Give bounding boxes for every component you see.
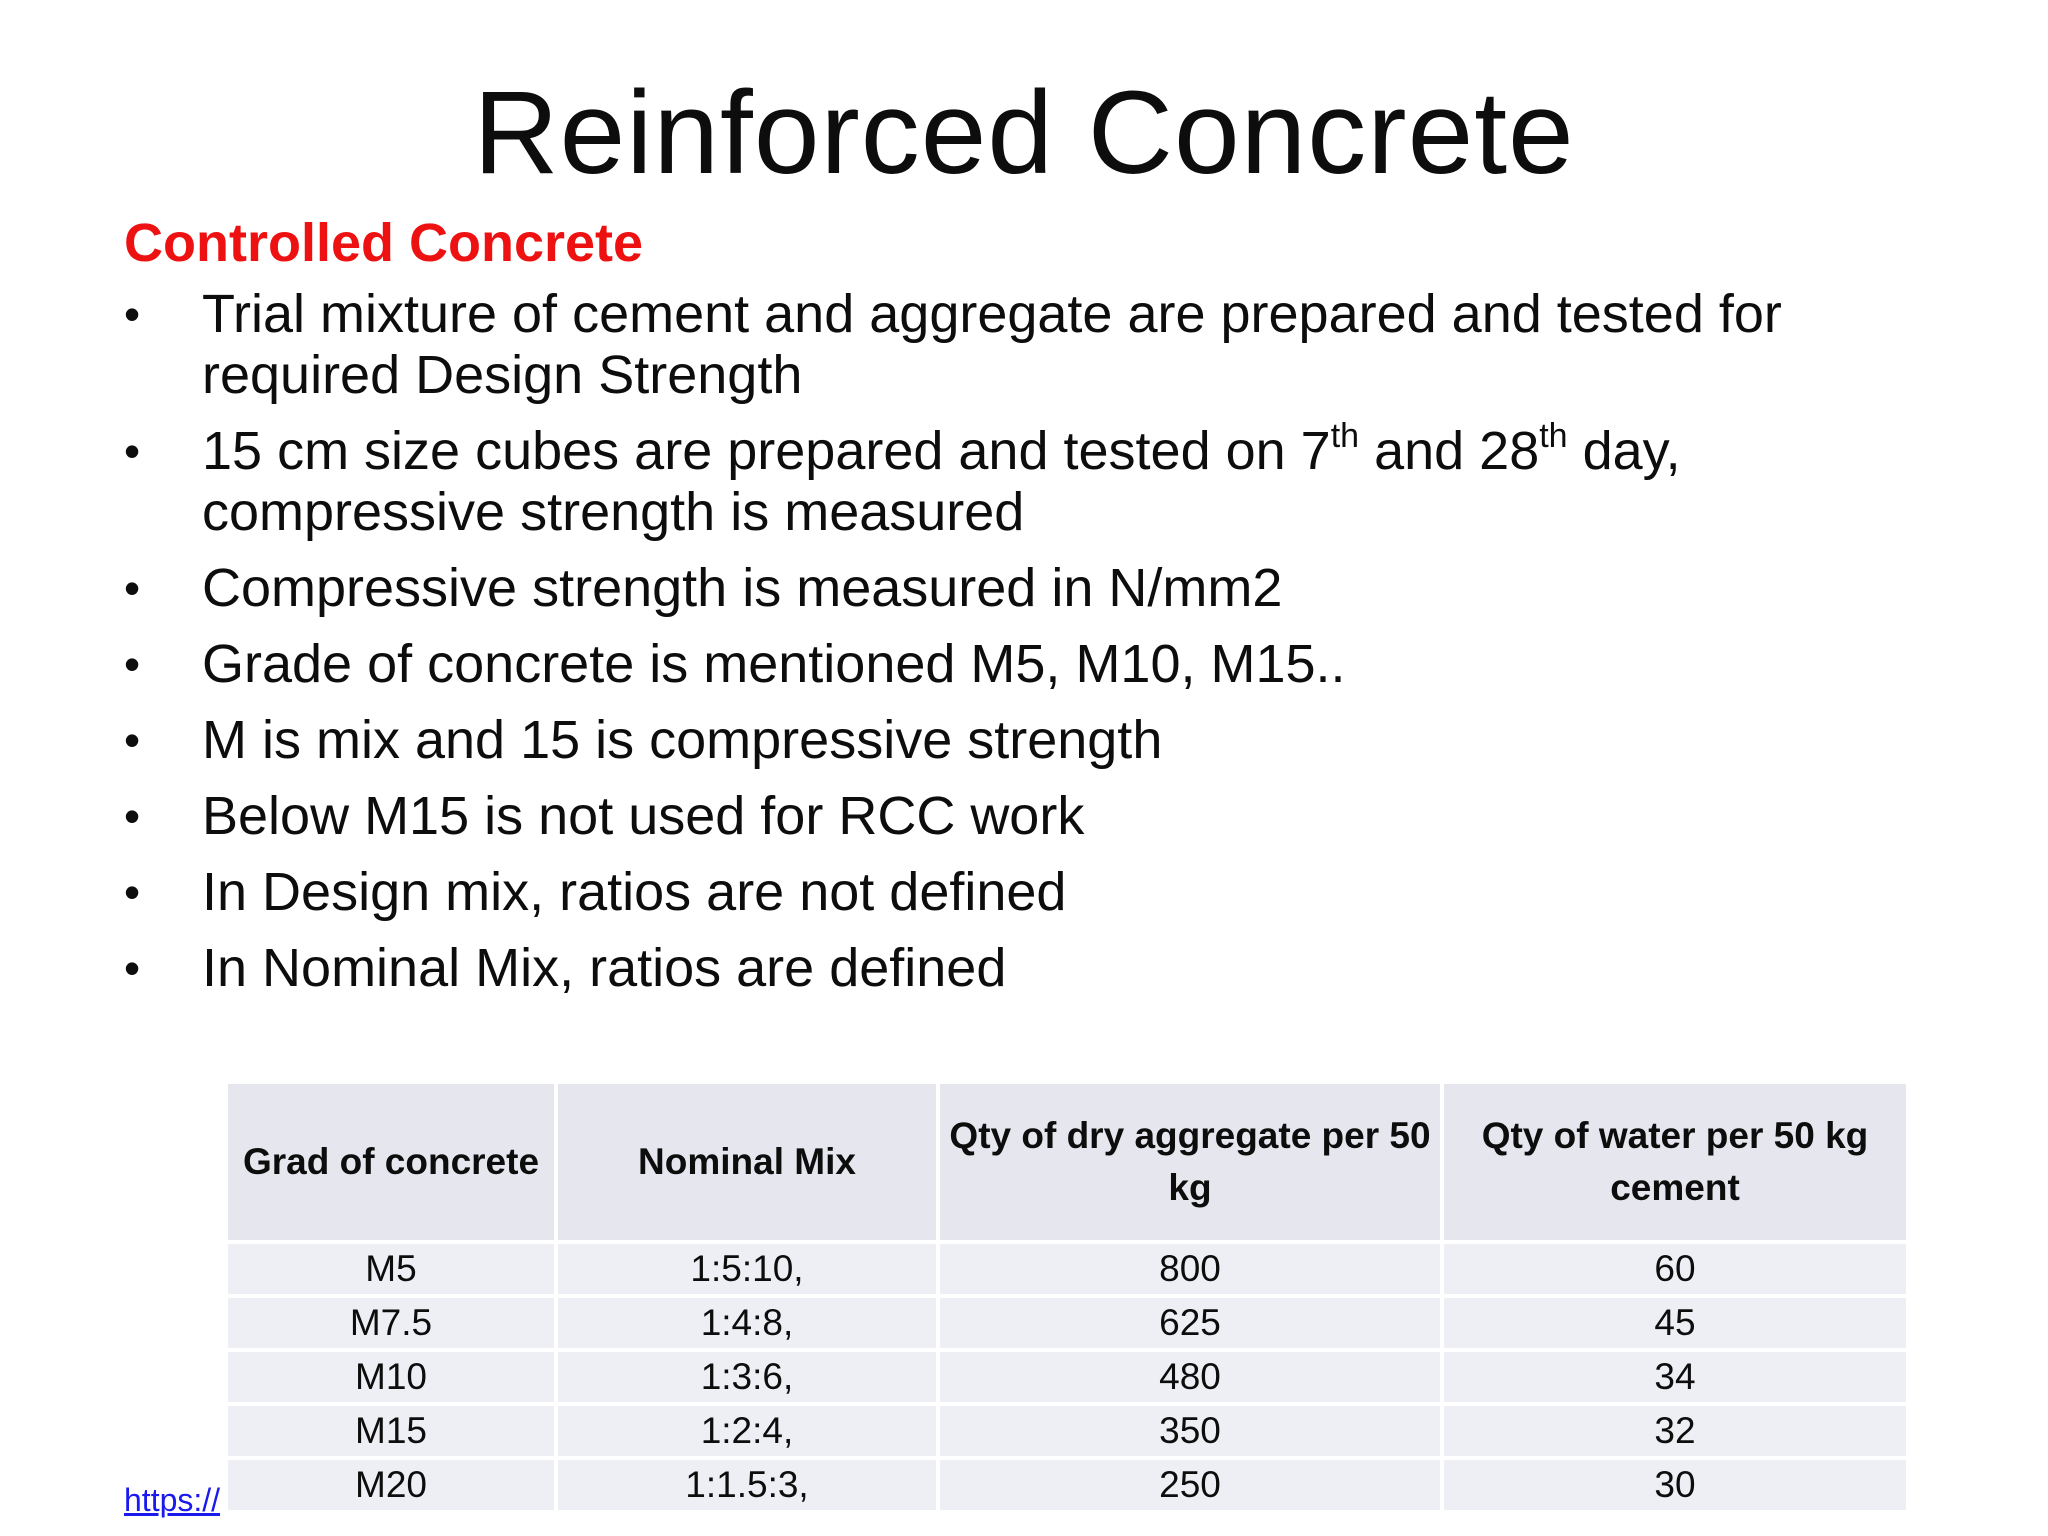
table-cell: 1:5:10,	[554, 1240, 940, 1298]
bullet-item: • In Design mix, ratios are not defined	[124, 862, 1067, 922]
table-cell: 350	[936, 1402, 1444, 1460]
table-cell: 34	[1440, 1348, 1910, 1406]
bullet-item: • Compressive strength is measured in N/…	[124, 558, 1283, 618]
table-header-row: Grad of concrete Nominal Mix Qty of dry …	[224, 1080, 1910, 1244]
section-heading: Controlled Concrete	[124, 213, 644, 273]
table-cell: 625	[936, 1294, 1444, 1352]
table-cell: M10	[224, 1348, 558, 1406]
table-cell: M7.5	[224, 1294, 558, 1352]
bullet-item: • M is mix and 15 is compressive strengt…	[124, 710, 1163, 770]
table-cell: 1:2:4,	[554, 1402, 940, 1460]
table-cell: 1:4:8,	[554, 1294, 940, 1352]
table-cell: M5	[224, 1240, 558, 1298]
bullet-dot-icon: •	[124, 866, 141, 918]
table-cell: 1:3:6,	[554, 1348, 940, 1406]
bullet-dot-icon: •	[124, 638, 141, 690]
table-cell: 1:1.5:3,	[554, 1456, 940, 1514]
bullet-dot-icon: •	[124, 942, 141, 994]
table-cell: 800	[936, 1240, 1444, 1298]
bullet-item: • Grade of concrete is mentioned M5, M10…	[124, 634, 1346, 694]
bullet-dot-icon: •	[124, 790, 141, 842]
table-cell: M20	[224, 1456, 558, 1514]
table-cell: 250	[936, 1456, 1444, 1514]
table-cell: 60	[1440, 1240, 1910, 1298]
column-header: Qty of dry aggregate per 50 kg	[936, 1080, 1444, 1244]
table-row: M20 1:1.5:3, 250 30	[224, 1456, 1910, 1514]
table-cell: M15	[224, 1402, 558, 1460]
table-row: M15 1:2:4, 350 32	[224, 1402, 1910, 1460]
table-cell: 32	[1440, 1402, 1910, 1460]
column-header: Qty of water per 50 kg cement	[1440, 1080, 1910, 1244]
bullet-dot-icon: •	[124, 562, 141, 614]
column-header: Grad of concrete	[224, 1080, 558, 1244]
column-header: Nominal Mix	[554, 1080, 940, 1244]
bullet-item: • Below M15 is not used for RCC work	[124, 786, 1085, 846]
slide-title: Reinforced Concrete	[473, 67, 1575, 199]
bullet-dot-icon: •	[124, 288, 141, 340]
bullet-dot-icon: •	[124, 425, 141, 477]
bullet-item: • In Nominal Mix, ratios are defined	[124, 938, 1007, 998]
bullet-dot-icon: •	[124, 714, 141, 766]
footer-link[interactable]: https://	[124, 1482, 221, 1518]
table-row: M5 1:5:10, 800 60	[224, 1240, 1910, 1298]
bullet-item: • 15 cm size cubes are prepared and test…	[124, 417, 1681, 542]
bullet-item: • Trial mixture of cement and aggregate …	[124, 284, 1782, 405]
table-row: M7.5 1:4:8, 625 45	[224, 1294, 1910, 1352]
table-cell: 45	[1440, 1294, 1910, 1352]
bullet-list: • Trial mixture of cement and aggregate …	[124, 284, 1924, 1014]
table-cell: 30	[1440, 1456, 1910, 1514]
nominal-mix-table: Grad of concrete Nominal Mix Qty of dry …	[224, 1080, 1910, 1514]
table-row: M10 1:3:6, 480 34	[224, 1348, 1910, 1406]
table-cell: 480	[936, 1348, 1444, 1406]
